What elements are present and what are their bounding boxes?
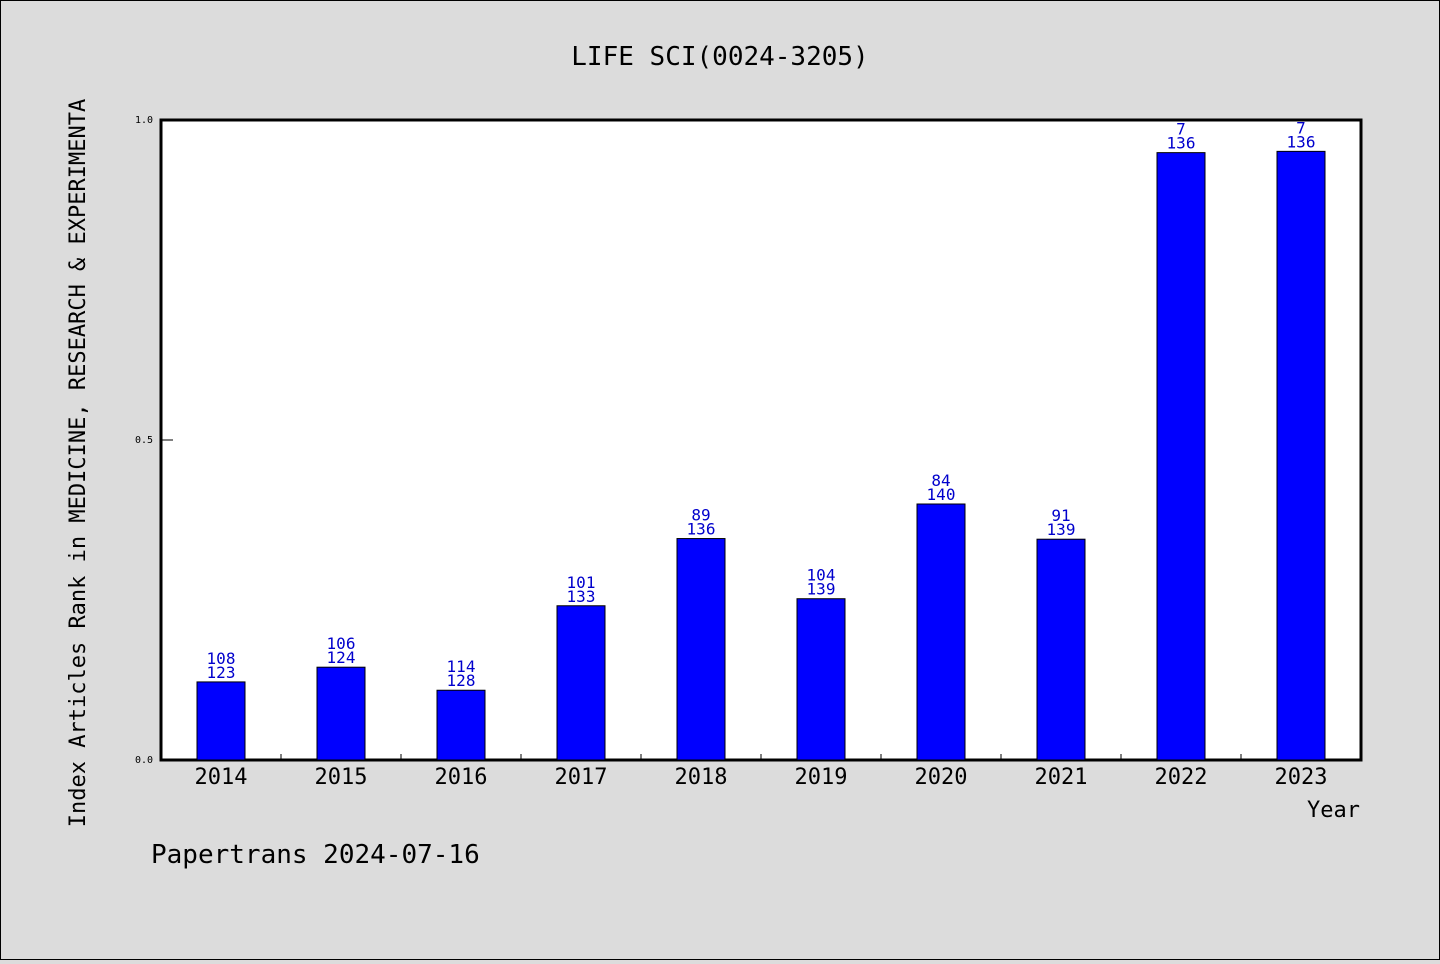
total-label: 136	[1287, 132, 1316, 151]
bar	[1036, 538, 1086, 761]
x-tick-label: 2017	[555, 765, 608, 790]
x-tick-label: 2019	[795, 765, 848, 790]
rank-label: 114	[447, 657, 476, 676]
rank-label: 106	[327, 634, 356, 653]
bar	[796, 598, 846, 761]
bar	[1156, 152, 1206, 761]
rank-label: 91	[1051, 506, 1070, 525]
rank-label: 84	[931, 471, 950, 490]
rank-label: 108	[207, 649, 236, 668]
bar	[436, 689, 486, 761]
y-axis: 0.0 0.5 1.0	[135, 115, 173, 766]
y-tick-label: 1.0	[135, 115, 153, 126]
x-tick-label: 2020	[915, 765, 968, 790]
total-label: 136	[1167, 134, 1196, 153]
rank-label: 7	[1296, 118, 1306, 137]
x-tick-label: 2023	[1275, 765, 1328, 790]
bar	[1276, 150, 1326, 761]
bar	[316, 666, 366, 761]
x-axis: 2014 2015 2016 2017 2018 2019 2020 2021 2022 2023	[195, 754, 1328, 790]
chart-title: LIFE SCI(0024-3205)	[571, 42, 868, 72]
x-axis-label: Year	[1307, 798, 1360, 823]
y-tick-label: 0.0	[135, 755, 153, 766]
bar	[196, 681, 246, 761]
y-tick-label: 0.5	[135, 435, 153, 446]
bar	[916, 503, 966, 761]
y-axis-label: Index Articles Rank in MEDICINE, RESEARC…	[66, 99, 91, 827]
total-label: 140	[927, 485, 956, 504]
total-label: 139	[1047, 520, 1076, 539]
total-label: 128	[447, 671, 476, 690]
bars-group	[196, 150, 1326, 761]
total-label: 133	[567, 587, 596, 606]
bar	[556, 605, 606, 761]
bar	[676, 538, 726, 761]
x-tick-label: 2015	[315, 765, 368, 790]
x-tick-label: 2016	[435, 765, 488, 790]
rank-label: 101	[567, 573, 596, 592]
total-label: 136	[687, 520, 716, 539]
rank-label: 89	[691, 506, 710, 525]
rank-label: 104	[807, 566, 836, 585]
x-tick-label: 2021	[1035, 765, 1088, 790]
total-label: 139	[807, 580, 836, 599]
footer-text: Papertrans 2024-07-16	[151, 840, 480, 870]
x-tick-label: 2014	[195, 765, 248, 790]
total-label: 123	[207, 663, 236, 682]
rank-label: 7	[1176, 120, 1186, 139]
x-tick-label: 2022	[1155, 765, 1208, 790]
x-tick-label: 2018	[675, 765, 728, 790]
total-label: 124	[327, 648, 356, 667]
